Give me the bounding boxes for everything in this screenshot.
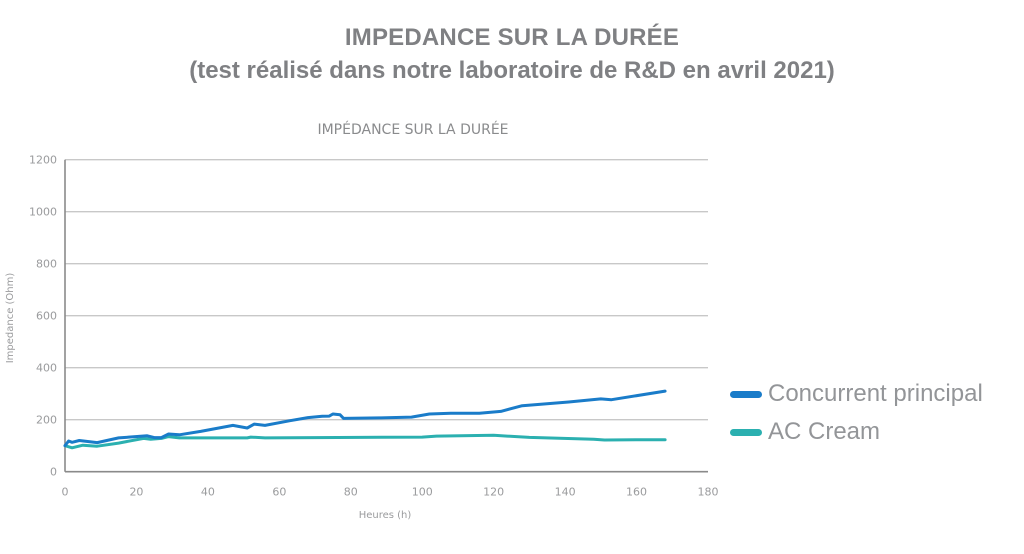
x-tick-160: 160 — [626, 486, 647, 499]
x-tick-20: 20 — [129, 486, 143, 499]
x-tick-80: 80 — [344, 486, 358, 499]
axes — [64, 159, 708, 473]
y-tick-800: 800 — [36, 258, 57, 271]
x-tick-100: 100 — [412, 486, 433, 499]
x-tick-140: 140 — [555, 486, 576, 499]
y-tick-labels: 0 200 400 600 800 1000 1200 — [29, 154, 57, 479]
y-tick-1200: 1200 — [29, 154, 57, 167]
grid-lines — [65, 159, 708, 421]
series-lines — [63, 389, 667, 450]
series-line-concurrent-principal — [63, 389, 667, 448]
y-tick-0: 0 — [50, 466, 57, 479]
page-title: IMPEDANCE SUR LA DURÉE — [344, 24, 680, 51]
x-tick-120: 120 — [483, 486, 504, 499]
x-axis-label: Heures (h) — [359, 510, 412, 521]
x-tick-labels: 0 20 40 60 80 100 120 140 160 180 — [62, 486, 719, 499]
chart-title: IMPÉDANCE SUR LA DURÉE — [317, 121, 508, 138]
y-tick-600: 600 — [36, 310, 57, 323]
x-tick-0: 0 — [62, 486, 69, 499]
y-axis-label: Impedance (Ohm) — [5, 273, 16, 364]
page-subtitle: (test réalisé dans notre laboratoire de … — [189, 57, 835, 84]
y-tick-1000: 1000 — [29, 206, 57, 219]
x-tick-40: 40 — [201, 486, 215, 499]
legend-label: Concurrent principal — [768, 380, 983, 407]
y-tick-200: 200 — [36, 414, 57, 427]
legend-swatch-ac-cream — [730, 429, 762, 437]
legend-swatch-concurrent — [730, 391, 762, 399]
x-tick-60: 60 — [272, 486, 286, 499]
x-tick-180: 180 — [698, 486, 719, 499]
legend-label: AC Cream — [768, 418, 881, 445]
legend-item-ac-cream: AC Cream — [730, 418, 880, 446]
series-line-ac-cream — [63, 433, 667, 450]
legend-item-concurrent: Concurrent principal — [730, 380, 983, 408]
y-tick-400: 400 — [36, 362, 57, 375]
